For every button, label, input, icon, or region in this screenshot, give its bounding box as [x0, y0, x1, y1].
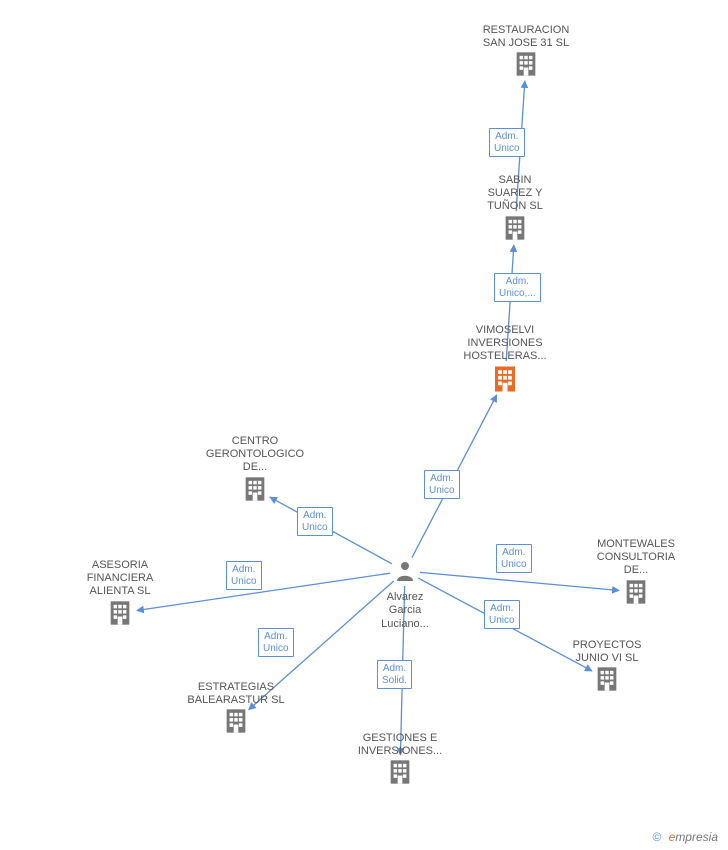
brand-rest: mpresia — [675, 830, 718, 844]
node-restauracion[interactable]: RESTAURACION SAN JOSE 31 SL — [471, 20, 581, 83]
edge-label: Adm.Unico — [496, 544, 532, 573]
node-label: RESTAURACION SAN JOSE 31 SL — [471, 24, 581, 50]
node-label: SABIN SUAREZ Y TUÑON SL — [480, 174, 550, 214]
copyright-symbol: © — [652, 830, 661, 844]
building-icon — [75, 599, 165, 631]
node-label: GESTIONES E INVERSIONES... — [350, 732, 450, 758]
node-label: VIMOSELVI INVERSIONES HOSTELERAS... — [445, 324, 565, 364]
edge-label: Adm.Unico — [484, 600, 520, 629]
edge-label: Adm.Unico — [424, 470, 460, 499]
building-icon — [350, 758, 450, 790]
node-label: MONTEWALES CONSULTORIA DE... — [586, 538, 686, 578]
edge-label: Adm.Unico — [297, 507, 333, 536]
building-icon — [445, 364, 565, 398]
node-estrategias[interactable]: ESTRATEGIAS BALEARASTUR SL — [186, 677, 286, 740]
node-sabin[interactable]: SABIN SUAREZ Y TUÑON SL — [480, 170, 550, 246]
edge-label: Adm.Unico — [258, 628, 294, 657]
node-label: ASESORIA FINANCIERA ALIENTA SL — [75, 559, 165, 599]
edge-person-asesoria — [137, 573, 390, 610]
building-icon — [562, 665, 652, 697]
edge-label: Adm.Solid. — [377, 660, 412, 689]
edge-label: Adm.Unico — [489, 128, 525, 157]
node-label: ESTRATEGIAS BALEARASTUR SL — [186, 681, 286, 707]
edge-label: Adm.Unico — [226, 561, 262, 590]
node-label: CENTRO GERONTOLOGICO DE... — [200, 435, 310, 475]
node-asesoria[interactable]: ASESORIA FINANCIERA ALIENTA SL — [75, 555, 165, 631]
building-icon — [200, 475, 310, 507]
building-icon — [471, 50, 581, 82]
network-diagram: RESTAURACION SAN JOSE 31 SL SABIN SUAREZ… — [0, 0, 728, 850]
person-icon — [370, 559, 440, 587]
edge-label: Adm.Unico,... — [494, 273, 541, 302]
edges-layer — [0, 0, 728, 850]
node-vimoselvi[interactable]: VIMOSELVI INVERSIONES HOSTELERAS... — [445, 320, 565, 398]
building-icon — [480, 214, 550, 246]
building-icon — [586, 578, 686, 610]
node-gestiones[interactable]: GESTIONES E INVERSIONES... — [350, 728, 450, 791]
node-centro[interactable]: CENTRO GERONTOLOGICO DE... — [200, 431, 310, 507]
node-label: PROYECTOS JUNIO VI SL — [562, 639, 652, 665]
node-label: Alvarez Garcia Luciano... — [370, 591, 440, 631]
node-montewales[interactable]: MONTEWALES CONSULTORIA DE... — [586, 534, 686, 610]
node-person[interactable]: Alvarez Garcia Luciano... — [370, 559, 440, 631]
building-icon — [186, 707, 286, 739]
node-proyectos[interactable]: PROYECTOS JUNIO VI SL — [562, 635, 652, 698]
footer-credit: © empresia — [652, 830, 718, 844]
